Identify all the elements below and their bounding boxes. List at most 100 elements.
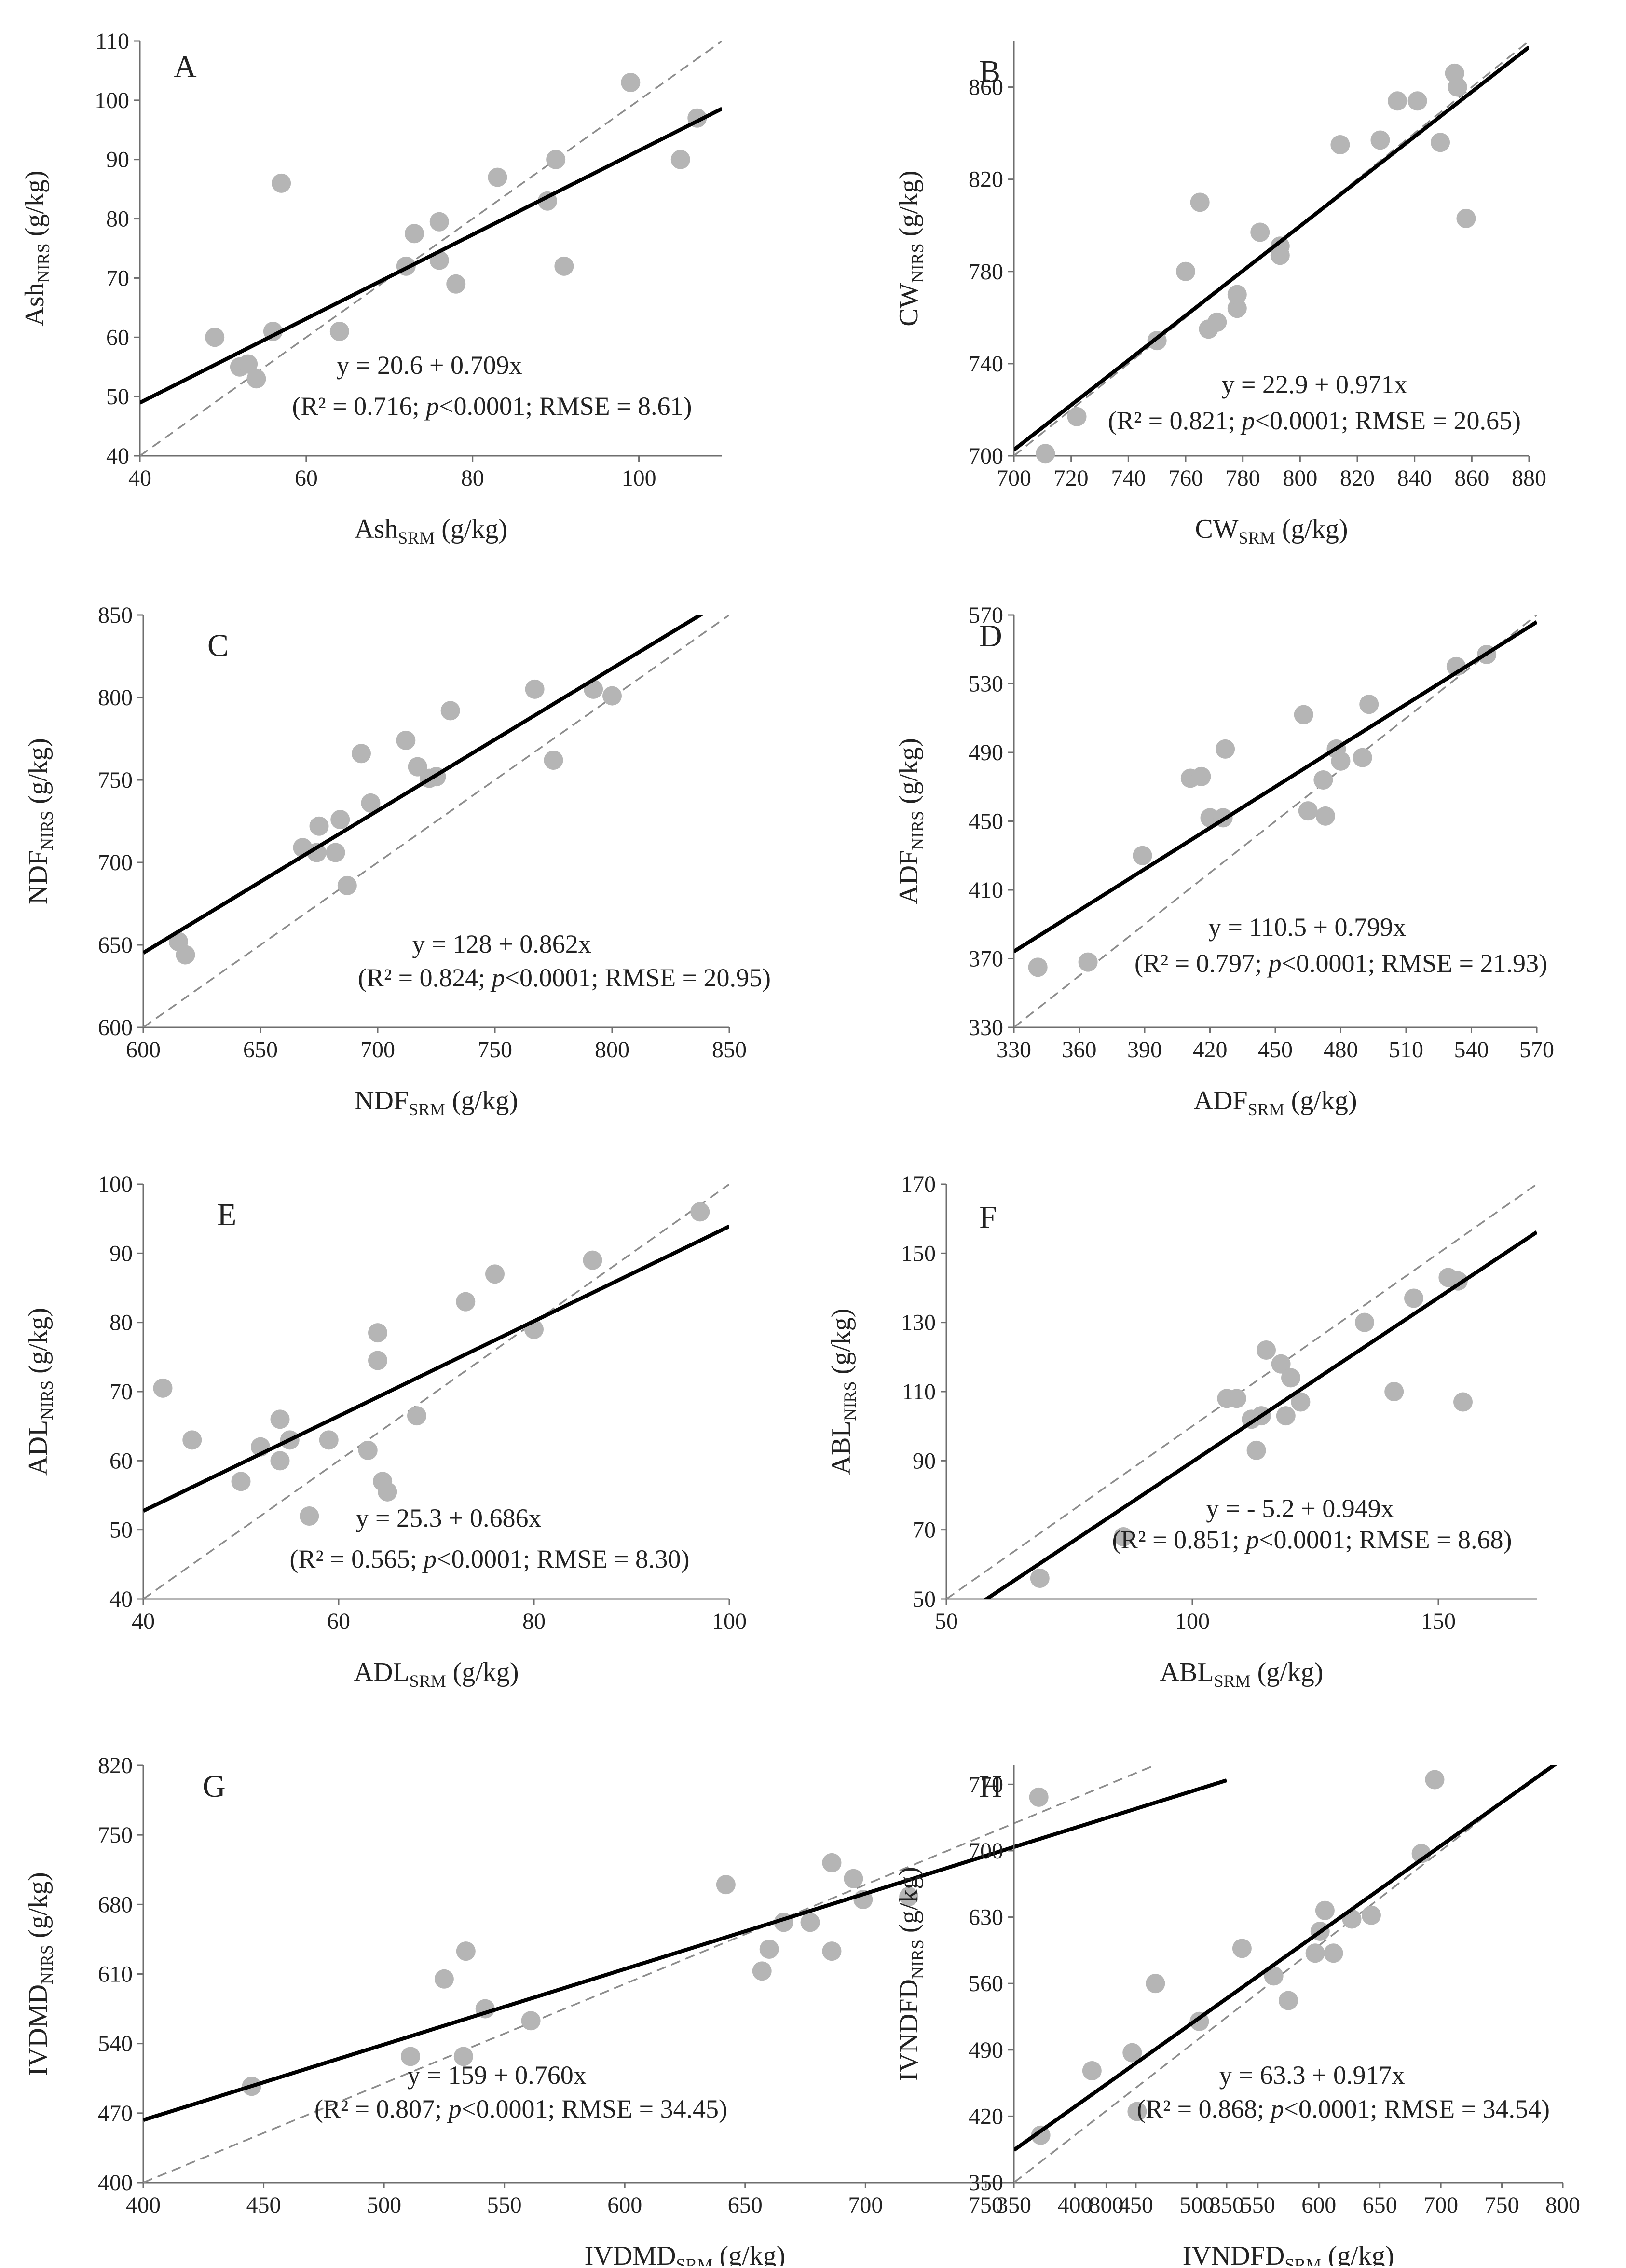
equation-label: y = 25.3 + 0.686x xyxy=(356,1503,542,1532)
y-axis-title: CWNIRS (g/kg) xyxy=(894,170,927,326)
y-tick-label: 700 xyxy=(98,850,133,875)
panel-f: 50 100 150 50 70 90 110 130 150 170 Fy = - 5.2 + 0… xyxy=(826,1172,1537,1691)
y-tick-label: 860 xyxy=(969,75,1003,100)
y-axis-title: ABLNIRS (g/kg) xyxy=(826,1309,860,1475)
x-tick-label: 800 xyxy=(1283,465,1317,491)
data-point xyxy=(182,1430,202,1450)
data-point xyxy=(361,793,381,813)
data-point xyxy=(670,150,690,169)
y-tick-label: 490 xyxy=(969,740,1003,765)
data-point xyxy=(401,2047,421,2066)
data-point xyxy=(1146,1974,1165,1994)
y-tick-label: 570 xyxy=(969,602,1003,628)
y-axis-title-sub: NIRS xyxy=(908,1940,927,1979)
y-tick-label: 60 xyxy=(106,325,129,350)
x-axis-title: NDFSRM (g/kg) xyxy=(355,1086,518,1119)
identity-line xyxy=(143,615,729,1027)
data-point xyxy=(307,843,327,862)
y-tick-label: 770 xyxy=(969,1772,1003,1797)
y-axis-title-main: CW xyxy=(894,283,924,326)
x-tick-label: 80 xyxy=(461,465,484,491)
x-tick-label: 850 xyxy=(1209,2192,1244,2218)
data-point xyxy=(1127,2102,1147,2121)
x-tick-label: 700 xyxy=(848,2192,883,2218)
data-point xyxy=(602,686,622,706)
data-point xyxy=(800,1913,820,1932)
p-symbol: p xyxy=(1267,949,1282,978)
x-axis-title: ADFSRM (g/kg) xyxy=(1194,1086,1357,1119)
y-tick-label: 80 xyxy=(106,206,129,232)
data-point xyxy=(822,1853,842,1872)
data-point xyxy=(1246,1440,1266,1460)
x-tick-label: 850 xyxy=(712,1037,747,1063)
data-point xyxy=(488,167,507,187)
x-axis-title: IVNDFDSRM (g/kg) xyxy=(1183,2241,1394,2266)
y-tick-label: 330 xyxy=(969,1015,1003,1040)
y-axis-title: AshNIRS (g/kg) xyxy=(20,170,53,326)
data-point xyxy=(1030,1569,1050,1588)
data-point xyxy=(1067,407,1087,426)
y-axis-title-main: IVNDFD xyxy=(894,1979,924,2081)
data-point xyxy=(759,1940,779,1959)
x-tick-label: 510 xyxy=(1389,1037,1423,1063)
p-symbol: p xyxy=(490,963,505,992)
panel-letter: H xyxy=(979,1769,1002,1804)
y-tick-label: 450 xyxy=(969,809,1003,834)
y-axis-title-unit: (g/kg) xyxy=(20,170,50,243)
x-axis-title-unit: (g/kg) xyxy=(1275,514,1348,544)
y-tick-label: 100 xyxy=(95,88,129,113)
data-point xyxy=(1305,1943,1325,1963)
identity-line xyxy=(140,41,722,456)
x-axis-title-main: NDF xyxy=(355,1086,409,1116)
x-axis-title-sub: SRM xyxy=(1248,1100,1284,1119)
data-point xyxy=(1324,1943,1343,1963)
x-tick-label: 330 xyxy=(997,1037,1031,1063)
data-point xyxy=(583,1250,602,1270)
data-point xyxy=(621,73,641,92)
y-tick-label: 350 xyxy=(969,2170,1003,2196)
data-point xyxy=(231,1472,251,1491)
data-point xyxy=(326,843,345,862)
x-axis-title: ADLSRM (g/kg) xyxy=(354,1657,519,1691)
x-axis-title-main: IVNDFD xyxy=(1183,2241,1285,2266)
panel-a: 40 60 80 100 40 50 60 70 80 90 100 110 Ay = 20.6 + 0… xyxy=(20,28,722,547)
panel-b: 700 720 740 760 780 800 820 840 860 880 700 740 780 8… xyxy=(894,41,1546,547)
p-rmse-value: <0.0001; RMSE = 21.93) xyxy=(1282,949,1547,978)
panel-h: 350 400 450 500 550 600 650 700 750 800 350 420 490 5… xyxy=(894,1765,1580,2268)
data-point xyxy=(1388,91,1407,111)
y-tick-label: 70 xyxy=(106,265,129,291)
data-point xyxy=(456,1292,476,1312)
data-point xyxy=(153,1378,173,1398)
regression-line xyxy=(140,107,722,405)
x-tick-label: 570 xyxy=(1519,1037,1554,1063)
x-tick-label: 750 xyxy=(1485,2192,1519,2218)
y-tick-label: 530 xyxy=(969,671,1003,697)
y-tick-label: 540 xyxy=(98,2031,133,2057)
y-axis-title-main: ADL xyxy=(23,1420,53,1476)
data-point xyxy=(309,816,329,836)
x-axis-title-sub: SRM xyxy=(1239,528,1275,547)
data-point xyxy=(1453,1392,1473,1412)
y-axis-title-unit: (g/kg) xyxy=(23,1308,53,1380)
y-tick-label: 170 xyxy=(901,1172,936,1197)
y-axis-title-unit: (g/kg) xyxy=(23,1872,53,1945)
data-point xyxy=(1407,91,1427,111)
stats-label: (R² = 0.851; p<0.0001; RMSE = 8.68) xyxy=(1112,1525,1512,1554)
data-point xyxy=(272,173,291,193)
data-point xyxy=(1191,766,1211,786)
data-point xyxy=(1036,444,1055,464)
p-rmse-value: <0.0001; RMSE = 8.61) xyxy=(439,392,692,421)
r2-value: (R² = 0.851; xyxy=(1112,1525,1246,1554)
y-tick-label: 560 xyxy=(969,1971,1003,1996)
data-point xyxy=(1431,133,1450,152)
equation-label: y = 110.5 + 0.799x xyxy=(1208,913,1406,942)
x-axis-title-unit: (g/kg) xyxy=(446,1657,519,1687)
data-point xyxy=(716,1875,736,1895)
r2-value: (R² = 0.868; xyxy=(1137,2094,1271,2123)
stats-label: (R² = 0.807; p<0.0001; RMSE = 34.45) xyxy=(314,2094,727,2123)
regression-line xyxy=(143,1778,1227,2122)
regression-line xyxy=(143,1224,729,1513)
x-tick-label: 400 xyxy=(1057,2192,1092,2218)
data-point xyxy=(368,1323,387,1343)
y-axis-title-unit: (g/kg) xyxy=(894,738,924,811)
